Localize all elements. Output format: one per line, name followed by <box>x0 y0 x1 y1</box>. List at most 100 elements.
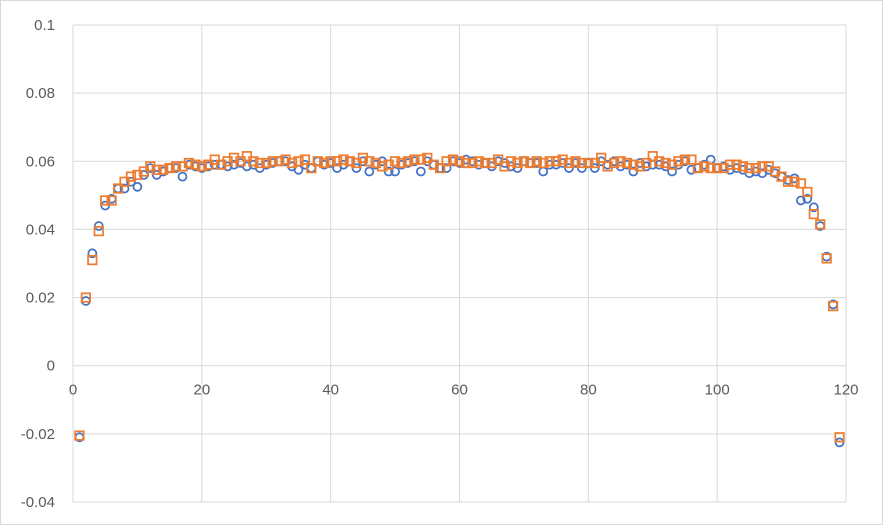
x-tick-label: 120 <box>833 382 858 399</box>
data-point <box>473 156 484 167</box>
data-point <box>712 162 723 174</box>
data-point <box>158 164 169 175</box>
data-point <box>621 157 633 169</box>
data-point <box>641 157 652 169</box>
data-point <box>808 202 819 213</box>
data-point <box>750 162 761 174</box>
data-point <box>338 154 349 165</box>
data-point <box>583 157 594 169</box>
data-point <box>505 156 517 167</box>
data-point <box>737 161 749 172</box>
x-tick-label: 80 <box>580 382 597 399</box>
data-point <box>183 157 195 169</box>
data-point <box>454 156 465 167</box>
data-point <box>441 156 452 167</box>
data-point <box>74 430 85 441</box>
data-point <box>834 432 845 443</box>
data-point <box>364 156 375 167</box>
data-point <box>538 166 549 177</box>
data-point <box>628 159 639 170</box>
data-point <box>132 181 143 192</box>
data-point <box>796 195 806 206</box>
data-point <box>538 157 549 169</box>
data-point <box>467 157 478 169</box>
data-point <box>480 157 491 169</box>
data-point <box>112 183 124 194</box>
data-point <box>331 156 343 167</box>
data-point <box>576 157 588 169</box>
data-point <box>724 159 736 170</box>
data-point <box>608 157 620 169</box>
data-point <box>757 161 768 172</box>
data-point <box>596 152 607 164</box>
data-point <box>512 157 523 169</box>
data-point <box>325 156 336 167</box>
data-point <box>551 156 562 167</box>
data-point <box>267 156 278 167</box>
x-tick-label: 0 <box>69 382 77 399</box>
data-point <box>177 171 188 182</box>
data-point <box>100 195 111 206</box>
data-point <box>795 178 807 189</box>
data-point <box>518 156 530 167</box>
data-point <box>254 157 265 169</box>
data-point <box>422 152 433 164</box>
data-point <box>705 162 716 174</box>
data-point <box>344 156 356 167</box>
data-point <box>525 157 536 169</box>
data-point <box>409 154 420 165</box>
data-point <box>119 183 130 194</box>
data-point <box>364 166 375 177</box>
series-square <box>74 151 845 443</box>
data-point <box>493 154 504 165</box>
data-point <box>660 157 671 169</box>
data-point <box>667 166 677 177</box>
data-point <box>248 156 259 167</box>
data-point <box>274 156 285 167</box>
data-point <box>390 166 400 177</box>
data-point <box>802 186 813 198</box>
data-point <box>319 157 330 169</box>
data-point <box>164 162 175 174</box>
data-point <box>447 154 459 165</box>
data-point <box>827 300 839 312</box>
data-point <box>460 157 472 169</box>
data-point <box>789 176 800 187</box>
y-tick-label: 0.08 <box>26 85 55 102</box>
data-point <box>312 156 323 167</box>
x-tick-label: 40 <box>322 382 339 399</box>
data-point <box>686 154 697 165</box>
y-tick-label: -0.04 <box>21 494 55 511</box>
y-tick-label: 0 <box>47 358 55 375</box>
axis-tick-labels: 0 20 40 60 80 100 120 -0.04 -0.02 0 0.02 0.04 0.06 0.… <box>21 17 859 511</box>
x-tick-label: 60 <box>451 382 468 399</box>
data-point <box>190 159 201 170</box>
data-point <box>87 248 98 259</box>
x-tick-label: 20 <box>193 382 210 399</box>
data-point <box>435 162 446 174</box>
data-point <box>261 157 272 169</box>
data-point <box>87 254 98 266</box>
data-point <box>731 159 742 170</box>
data-point <box>415 154 426 165</box>
data-point <box>402 156 414 167</box>
data-point <box>106 195 117 206</box>
data-point <box>196 161 207 172</box>
data-point <box>544 156 555 167</box>
data-point <box>673 156 684 167</box>
data-point <box>782 176 794 187</box>
data-point <box>802 193 813 204</box>
data-point <box>125 171 137 182</box>
data-point <box>531 156 542 167</box>
y-tick-label: 0.02 <box>26 290 55 307</box>
y-tick-label: 0.1 <box>34 17 55 34</box>
data-point <box>286 157 298 169</box>
data-point <box>299 154 311 165</box>
data-point <box>377 161 388 172</box>
data-point <box>615 156 626 167</box>
data-point <box>570 156 581 167</box>
data-point <box>815 219 826 230</box>
data-point <box>415 166 426 177</box>
